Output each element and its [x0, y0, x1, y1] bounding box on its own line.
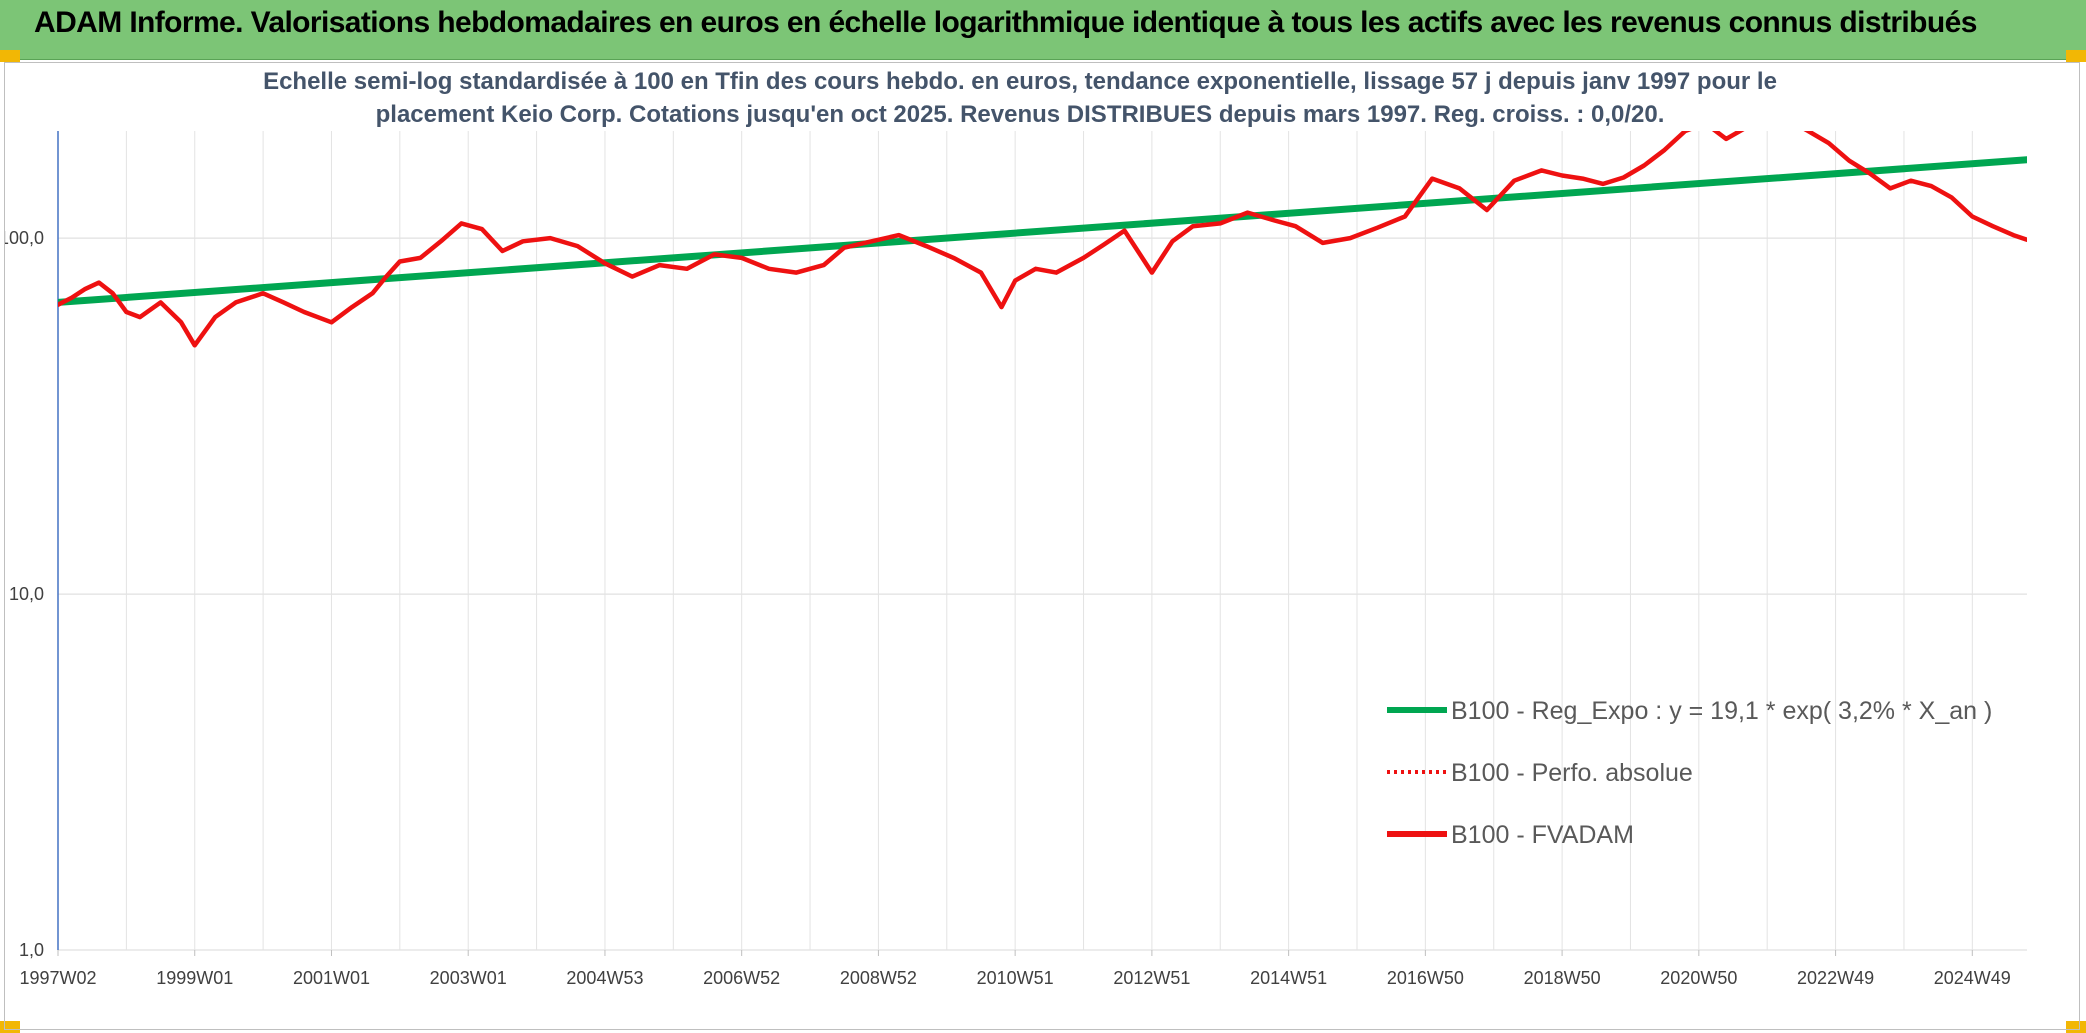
y-tick-labels: 1,0 10,0 100,0 [5, 228, 44, 960]
legend-label-perfo: B100 - Perfo. absolue [1451, 759, 1693, 787]
x-tick-label: 2016W50 [1387, 968, 1464, 988]
corner-marker-right [2066, 50, 2086, 62]
x-tick-label: 2008W52 [840, 968, 917, 988]
y-tick-label: 10,0 [9, 584, 44, 604]
report-title: ADAM Informe. Valorisations hebdomadaire… [34, 6, 1977, 39]
corner-marker-left [0, 50, 20, 62]
x-tick-label: 2024W49 [1934, 968, 2011, 988]
x-tick-label: 2012W51 [1113, 968, 1190, 988]
x-tick-label: 2001W01 [293, 968, 370, 988]
grid [57, 131, 2027, 951]
corner-marker-bottom-right [2066, 1021, 2086, 1033]
legend-label-trend: B100 - Reg_Expo : y = 19,1 * exp( 3,2% *… [1451, 697, 1992, 725]
x-tick-label: 2003W01 [430, 968, 507, 988]
x-tick-label: 2010W51 [977, 968, 1054, 988]
series-trend-line [58, 156, 2027, 306]
subtitle-line-2: placement Keio Corp. Cotations jusqu'en … [376, 101, 1665, 128]
legend: B100 - Reg_Expo : y = 19,1 * exp( 3,2% *… [1387, 697, 1992, 849]
x-tick-label: 2018W50 [1524, 968, 1601, 988]
x-tick-label: 2022W49 [1797, 968, 1874, 988]
legend-label-fvadam: B100 - FVADAM [1451, 821, 1634, 849]
subtitle-line-1: Echelle semi-log standardisée à 100 en T… [263, 68, 1777, 95]
series-fvadam-line [58, 131, 2027, 348]
x-tick-label: 2014W51 [1250, 968, 1327, 988]
y-tick-label: 1,0 [19, 940, 44, 960]
x-tick-label: 1999W01 [156, 968, 233, 988]
chart-area: 1,0 10,0 100,0 1997W02 1999W01 2001W01 2003W0… [4, 62, 2080, 1030]
report-header: ADAM Informe. Valorisations hebdomadaire… [0, 0, 2086, 60]
x-tick-label: 2004W53 [566, 968, 643, 988]
series [58, 131, 2027, 348]
y-tick-label: 100,0 [5, 228, 44, 248]
x-tick-label: 2006W52 [703, 968, 780, 988]
corner-marker-bottom-left [0, 1021, 20, 1033]
x-tick-labels: 1997W02 1999W01 2001W01 2003W01 2004W53 2006W… [19, 950, 2011, 988]
x-tick-label: 1997W02 [19, 968, 96, 988]
log-chart: 1,0 10,0 100,0 1997W02 1999W01 2001W01 2003W0… [5, 68, 2027, 988]
x-tick-label: 2020W50 [1660, 968, 1737, 988]
chart-subtitle: Echelle semi-log standardisée à 100 en T… [263, 68, 1777, 128]
